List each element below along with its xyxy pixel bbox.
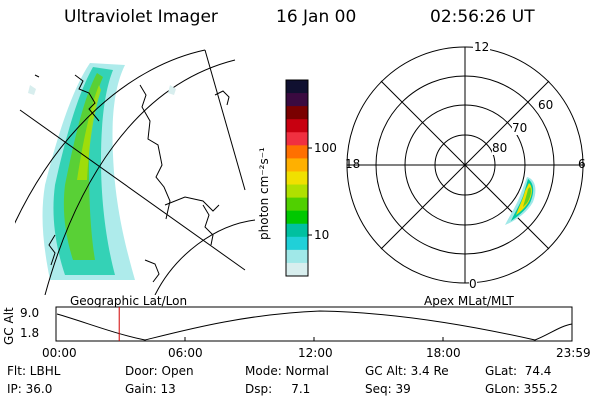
coastline-5 bbox=[214, 90, 230, 106]
timeline-plot bbox=[55, 306, 573, 342]
coastline-4 bbox=[34, 74, 40, 78]
lat-label-70: 70 bbox=[512, 121, 528, 135]
timeline-left-label: Geographic Lat/Lon bbox=[70, 294, 188, 308]
footer-ip: IP: 36.0 bbox=[7, 382, 53, 396]
timeline-right-label: Apex MLat/MLT bbox=[424, 294, 514, 308]
colorbar-label-100: 100 bbox=[314, 141, 337, 155]
coastline-3 bbox=[164, 196, 220, 212]
mlt-label-12: 12 bbox=[473, 40, 491, 54]
altitude-curve bbox=[56, 310, 573, 341]
colorbar bbox=[285, 79, 312, 277]
polar-aurora-core bbox=[523, 187, 531, 207]
colorbar-segment bbox=[286, 223, 308, 238]
longitude-line-1 bbox=[19, 109, 246, 271]
colorbar-segment bbox=[286, 210, 308, 225]
timeline-y-max: 9.0 bbox=[20, 306, 40, 320]
longitude-line-2 bbox=[204, 49, 246, 191]
footer-gain: Gain: 13 bbox=[125, 382, 176, 396]
colorbar-segment bbox=[286, 236, 308, 251]
colorbar-segment bbox=[286, 262, 308, 277]
latitude-arc-3 bbox=[154, 219, 256, 295]
polar-diagonal-2 bbox=[380, 80, 550, 250]
timeline-tick-1200: 12:00 bbox=[298, 346, 333, 360]
timeline-tick-0600: 06:00 bbox=[168, 346, 203, 360]
colorbar-segment bbox=[286, 80, 308, 94]
lat-label-80: 80 bbox=[492, 141, 508, 155]
geographic-image bbox=[15, 49, 256, 295]
footer-seq: Seq: 39 bbox=[365, 382, 411, 396]
latitude-arc-outer bbox=[15, 49, 206, 224]
auroral-band-core bbox=[77, 85, 101, 180]
colorbar-segment bbox=[286, 249, 308, 264]
colorbar-segment bbox=[286, 119, 308, 133]
footer-glon: GLon: 355.2 bbox=[485, 382, 558, 396]
coastline-8 bbox=[48, 234, 56, 266]
coastline-7 bbox=[144, 259, 160, 283]
footer-filter: Flt: LBHL bbox=[7, 364, 61, 378]
footer-glat: GLat: 74.4 bbox=[485, 364, 552, 378]
footer-door: Door: Open bbox=[125, 364, 194, 378]
timeline-y-min: 1.8 bbox=[20, 326, 40, 340]
speckle-1 bbox=[168, 85, 176, 95]
timeline-axis-label: GC Alt bbox=[2, 307, 16, 345]
coastline-6 bbox=[202, 204, 214, 246]
timeline-tick-2359: 23:59 bbox=[556, 346, 591, 360]
colorbar-segment bbox=[286, 158, 308, 172]
speckle-2 bbox=[28, 85, 36, 95]
colorbar-segment bbox=[286, 106, 308, 120]
footer-gc-alt: GC Alt: 3.4 Re bbox=[365, 364, 449, 378]
mlt-label-6: 6 bbox=[578, 157, 586, 171]
colorbar-segment bbox=[286, 145, 308, 159]
colorbar-segment bbox=[286, 171, 308, 186]
footer-mode: Mode: Normal bbox=[245, 364, 329, 378]
latitude-arc-inner bbox=[44, 59, 236, 295]
time-label: 02:56:26 UT bbox=[430, 7, 535, 27]
lat-label-60: 60 bbox=[538, 98, 554, 112]
colorbar-unit-label: photon cm⁻²s⁻¹ bbox=[257, 147, 271, 240]
polar-plot bbox=[346, 46, 584, 284]
timeline-ticks bbox=[184, 337, 444, 341]
colorbar-segment bbox=[286, 184, 308, 199]
date-label: 16 Jan 00 bbox=[276, 7, 357, 27]
mlt-label-0: 0 bbox=[469, 277, 477, 291]
timeline-tick-1800: 18:00 bbox=[426, 346, 461, 360]
coastline-1 bbox=[74, 74, 100, 122]
colorbar-segment bbox=[286, 93, 308, 107]
colorbar-label-10: 10 bbox=[314, 228, 330, 242]
footer-dsp: Dsp: 7.1 bbox=[245, 382, 311, 396]
coastline-2 bbox=[139, 84, 171, 220]
colorbar-segment bbox=[286, 197, 308, 212]
colorbar-segment bbox=[286, 132, 308, 146]
timeline-tick-0000: 00:00 bbox=[42, 346, 77, 360]
instrument-title: Ultraviolet Imager bbox=[64, 7, 218, 27]
mlt-label-18: 18 bbox=[345, 157, 361, 171]
